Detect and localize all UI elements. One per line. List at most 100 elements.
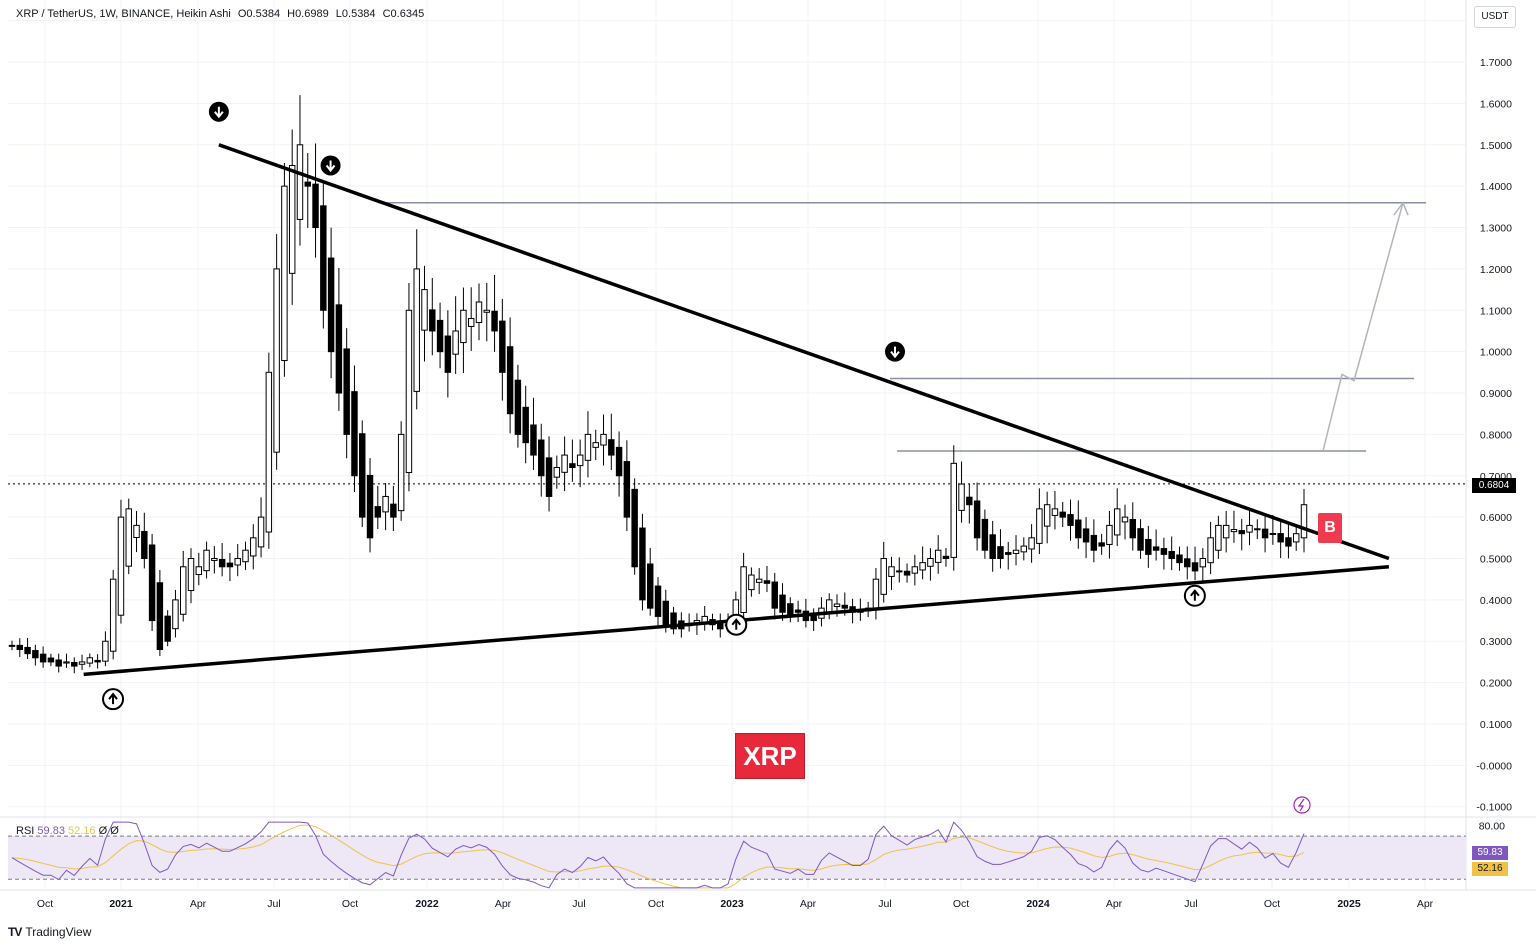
price-axis[interactable]: 1.80001.70001.60001.50001.40001.30001.20… [1465, 0, 1512, 890]
candle-body [1028, 537, 1035, 550]
candle-body [304, 181, 311, 187]
candle-body [1098, 542, 1105, 547]
candle-body [942, 555, 950, 560]
candle-body [172, 599, 179, 630]
candle-body [1020, 545, 1028, 553]
price-tick-label: -0.0000 [1476, 760, 1512, 772]
candle-body [981, 518, 989, 551]
candle-body [631, 488, 638, 568]
price-tick-label: 1.1000 [1480, 305, 1512, 317]
price-tick-label: 0.3000 [1480, 636, 1512, 648]
projection-arrowhead [1393, 201, 1409, 216]
candle-body [460, 309, 467, 344]
candle-body [911, 566, 919, 574]
tradingview-logo[interactable]: TV TradingView [8, 925, 91, 939]
candle-body [584, 433, 592, 461]
price-tick-label: 0.6000 [1480, 512, 1512, 524]
candle-body [872, 578, 880, 611]
candle-body [608, 439, 615, 456]
marker-arrow [890, 346, 900, 359]
candle-body [1113, 508, 1121, 536]
candle-body [763, 580, 771, 584]
candle-body [24, 646, 31, 655]
lightning-bolt [1297, 798, 1305, 812]
candle-body [109, 578, 117, 652]
candle-body [880, 558, 887, 595]
candle-body [1215, 524, 1222, 551]
candle-body [1222, 524, 1230, 539]
time-tick-label: 2023 [720, 898, 744, 910]
candle-body [265, 371, 273, 533]
candle-body [927, 558, 934, 567]
candle-body [1184, 558, 1191, 568]
candle-body [973, 500, 981, 539]
rsi-line [11, 821, 1305, 889]
horizontal-levels [378, 201, 1426, 452]
price-tick-label: 0.2000 [1480, 678, 1512, 690]
candle-body [288, 164, 296, 274]
candle-body [561, 454, 568, 473]
marker-arrow [214, 106, 224, 119]
time-tick-label: Apr [1106, 898, 1123, 910]
rsi-value-tag: 59.83 [1472, 846, 1508, 860]
candle-body [748, 574, 755, 591]
candle-body [903, 570, 911, 576]
candle-body [1269, 532, 1277, 535]
arrow-up-marker-icon [102, 688, 125, 711]
time-axis[interactable]: Oct 2021 Apr Jul Oct 2022 Apr Jul Oct 2023 Apr Jul O… [0, 889, 1536, 910]
candle-body [810, 615, 817, 622]
candle-body [1082, 528, 1090, 543]
candle-body [55, 659, 62, 667]
price-tick-label: 0.1000 [1480, 719, 1512, 731]
time-tick-label: Apr [190, 898, 207, 910]
price-tick-label: 1.5000 [1480, 140, 1512, 152]
candle-body [553, 466, 561, 478]
tradingview-name: TradingView [25, 925, 92, 939]
time-tick-label: Oct [648, 898, 664, 910]
arrow-down-marker-icon [208, 101, 229, 122]
candle-body [164, 615, 171, 642]
candle-body [966, 496, 973, 506]
rsi-value: 59.83 [37, 825, 65, 837]
candle-body [335, 304, 343, 394]
candle-body [499, 320, 506, 373]
candle-body [1106, 524, 1113, 545]
candle-body [662, 600, 670, 626]
current-price-label: 0.6804 [1472, 478, 1516, 493]
tradingview-icon: TV [8, 925, 22, 939]
candle-body [382, 495, 389, 513]
candle-body [670, 612, 677, 630]
candle-body [94, 659, 101, 663]
rsi-pane[interactable]: 80.00 [0, 816, 1536, 889]
candle-body [755, 578, 763, 583]
candle-body [125, 508, 132, 567]
candle-body [1005, 552, 1012, 555]
candle-body [1246, 524, 1253, 533]
candle-body [1292, 533, 1300, 543]
symbol-legend: XRP / TetherUS, 1W, BINANCE, Heikin Ashi… [16, 8, 428, 20]
price-tick-label: -0.1000 [1476, 802, 1512, 814]
low-value: L0.5384 [335, 8, 376, 20]
candle-body [888, 566, 895, 577]
candle-body [530, 424, 537, 456]
candle-body [374, 506, 382, 518]
candle-body [39, 653, 47, 663]
candle-body [779, 594, 786, 613]
rsi-legend: RSI 59.83 52.16 Ø Ø [16, 825, 119, 837]
candle-body [623, 461, 631, 518]
candle-body [934, 549, 942, 563]
time-tick-label: Apr [800, 898, 817, 910]
candle-body [366, 474, 374, 539]
candle-body [421, 289, 428, 331]
projection-arrow [1322, 202, 1404, 452]
candle-body [242, 549, 249, 563]
candle-body [646, 563, 654, 609]
candle-body [475, 301, 483, 323]
currency-unit-button[interactable]: USDT [1474, 6, 1516, 28]
candle-body [8, 644, 16, 647]
rsi-label: RSI [16, 825, 35, 837]
marker-arrow [731, 618, 742, 630]
candle-body [958, 483, 965, 511]
price-tick-label: 0.9000 [1480, 388, 1512, 400]
